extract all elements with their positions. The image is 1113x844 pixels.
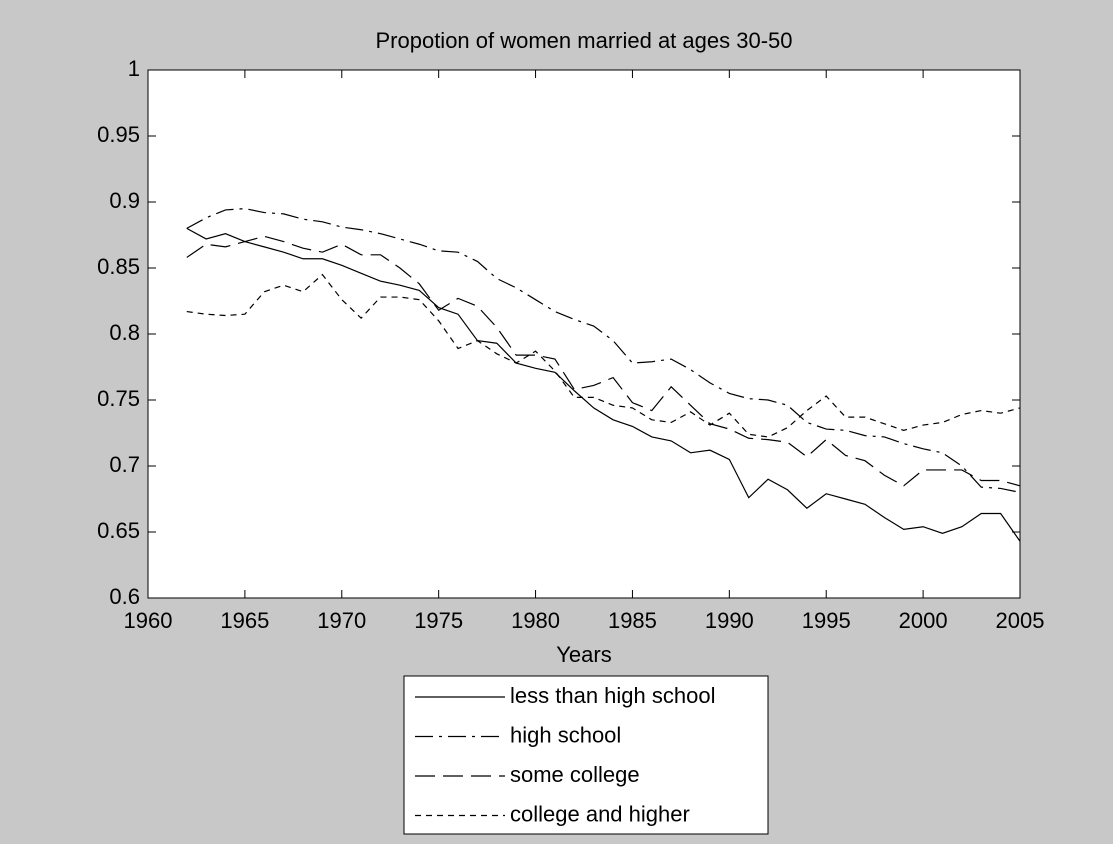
legend-label: less than high school [510, 683, 715, 708]
x-tick-label: 1970 [317, 608, 366, 633]
y-tick-label: 0.8 [109, 320, 140, 345]
x-tick-label: 1985 [608, 608, 657, 633]
y-tick-label: 0.85 [97, 254, 140, 279]
chart-title: Propotion of women married at ages 30-50 [375, 28, 792, 53]
y-tick-label: 1 [128, 56, 140, 81]
legend-label: some college [510, 762, 640, 787]
x-tick-label: 1980 [511, 608, 560, 633]
x-tick-label: 1990 [705, 608, 754, 633]
x-tick-label: 1960 [124, 608, 173, 633]
series-line [186, 235, 1021, 487]
legend [403, 675, 769, 835]
legend-label: high school [510, 722, 621, 747]
x-tick-label: 2000 [899, 608, 948, 633]
y-tick-label: 0.6 [109, 584, 140, 609]
series-line [186, 227, 1021, 542]
y-tick-label: 0.95 [97, 122, 140, 147]
y-tick-label: 0.9 [109, 188, 140, 213]
x-tick-label: 1975 [414, 608, 463, 633]
plot-area [148, 70, 1020, 598]
axes-box [147, 69, 1021, 599]
x-tick-label: 1995 [802, 608, 851, 633]
y-tick-label: 0.75 [97, 386, 140, 411]
x-tick-label: 2005 [996, 608, 1045, 633]
series-line [186, 273, 1021, 438]
y-tick-label: 0.7 [109, 452, 140, 477]
y-tick-label: 0.65 [97, 518, 140, 543]
legend-label: college and higher [510, 801, 690, 826]
x-axis-label: Years [556, 642, 611, 667]
series-line [186, 207, 1021, 493]
x-tick-label: 1965 [220, 608, 269, 633]
